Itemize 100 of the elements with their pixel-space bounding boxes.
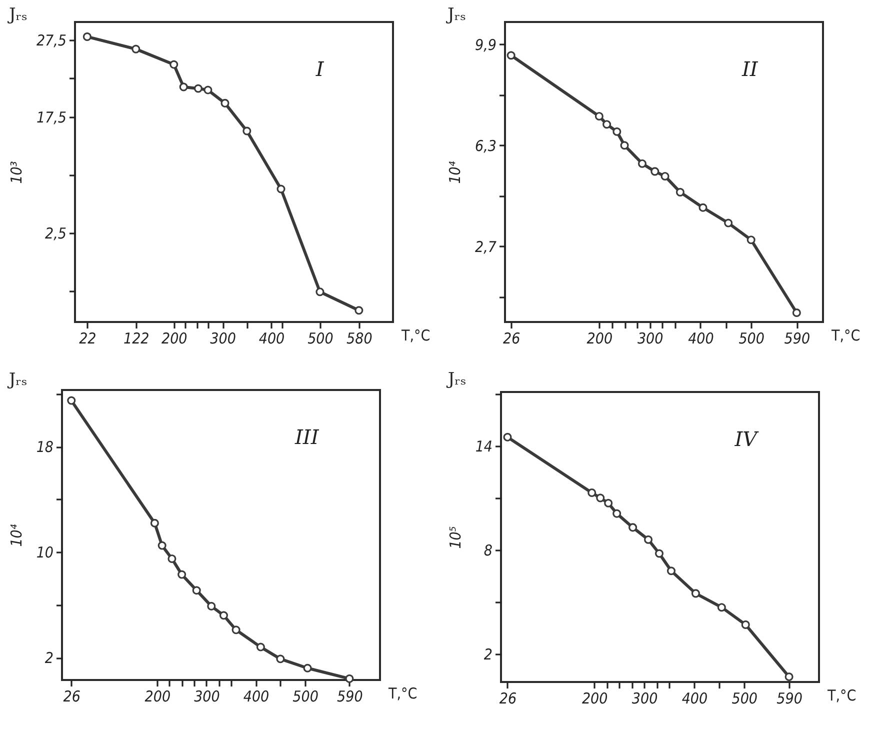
point [242, 126, 252, 136]
x-tick-label: 26 [499, 690, 517, 708]
point [204, 86, 212, 94]
annotation: III [294, 425, 320, 449]
x-tick-label: 500 [732, 690, 758, 708]
y-tick-label: 18 [36, 438, 54, 456]
x-tick-label: 590 [776, 690, 802, 708]
point [724, 218, 733, 228]
x-tick-label: 300 [210, 330, 236, 348]
annotation: I [314, 57, 325, 81]
point [256, 642, 265, 652]
y-tick-label: 14 [475, 437, 492, 456]
x-tick-label: 400 [258, 330, 285, 348]
chart-title: Jᵣₛ [446, 5, 466, 25]
chart-title: Jᵣₛ [6, 5, 28, 25]
x-tick-label: 500 [738, 330, 764, 348]
x-tick-label: 400 [688, 330, 714, 348]
point [604, 498, 613, 508]
point [207, 602, 216, 610]
point [179, 82, 188, 92]
point [276, 184, 286, 194]
x-tick-label: 300 [194, 688, 220, 706]
point [316, 288, 324, 296]
point [698, 203, 708, 212]
point [132, 44, 140, 54]
x-tick-label: 26 [63, 688, 80, 706]
x-axis-title: T,°C [400, 326, 430, 344]
chart-title: Jᵣₛ [6, 370, 28, 390]
point [192, 586, 201, 595]
annotation: II [740, 57, 759, 81]
point [345, 674, 354, 683]
x-axis-title: T,°C [830, 326, 860, 344]
annotation: IV [734, 427, 760, 451]
y-tick-label: 10 [36, 544, 54, 562]
point [638, 159, 646, 168]
y-tick-label: 8 [484, 542, 492, 560]
point [276, 654, 285, 664]
point [220, 98, 230, 108]
point [628, 523, 638, 532]
y-tick-label: 2,7 [475, 238, 497, 256]
y-tick-label: 6,3 [475, 136, 496, 155]
point [354, 306, 364, 315]
y-tick-label: 17,5 [36, 108, 66, 127]
point [666, 566, 676, 576]
point [612, 509, 622, 518]
point [741, 620, 750, 629]
x-tick-label: 22 [79, 330, 96, 348]
point [232, 626, 240, 634]
point [158, 541, 166, 550]
x-tick-label: 200 [144, 688, 171, 706]
x-tick-label: 200 [582, 690, 608, 708]
y-tick-label: 2,5 [45, 224, 66, 243]
y-tick-label: 2 [44, 649, 54, 668]
point [82, 32, 92, 41]
point [660, 172, 670, 180]
point [717, 603, 726, 612]
point [503, 432, 512, 442]
point [602, 120, 612, 129]
point [506, 51, 516, 60]
x-tick-label: 590 [784, 330, 810, 348]
point [67, 396, 76, 405]
y-axis-title: 10⁴ [446, 160, 464, 184]
x-tick-label: 200 [586, 330, 613, 348]
x-tick-label: 500 [308, 330, 334, 348]
chart-title: Jᵣₛ [446, 370, 466, 390]
point [792, 308, 801, 318]
point [644, 535, 653, 544]
x-tick-label: 400 [682, 690, 708, 708]
point [178, 570, 186, 579]
point [150, 518, 159, 528]
point [654, 549, 664, 558]
y-axis-title: 10⁵ [446, 526, 464, 549]
point [194, 84, 202, 93]
y-tick-label: 27,5 [36, 31, 66, 50]
x-tick-label: 200 [161, 330, 188, 348]
point [746, 236, 756, 244]
x-tick-label: 580 [346, 330, 372, 348]
x-tick-label: 122 [123, 330, 150, 348]
point [612, 127, 622, 136]
point [594, 112, 604, 120]
x-axis-title: T,°C [826, 686, 856, 704]
point [676, 188, 684, 196]
y-axis-title: 10⁴ [7, 524, 26, 547]
point [170, 60, 178, 69]
point [303, 664, 312, 672]
point [691, 589, 700, 598]
point [650, 167, 660, 176]
point [219, 611, 228, 620]
x-tick-label: 500 [292, 688, 318, 706]
x-tick-label: 26 [502, 330, 520, 348]
y-tick-label: 9,9 [475, 36, 496, 54]
x-tick-label: 300 [632, 690, 658, 708]
point [588, 488, 596, 497]
point [620, 141, 629, 150]
x-axis-title: T,°C [388, 684, 418, 702]
x-tick-label: 590 [337, 688, 363, 706]
x-tick-label: 400 [243, 688, 270, 706]
point [784, 672, 794, 682]
point [596, 494, 605, 502]
x-tick-label: 300 [637, 330, 664, 348]
